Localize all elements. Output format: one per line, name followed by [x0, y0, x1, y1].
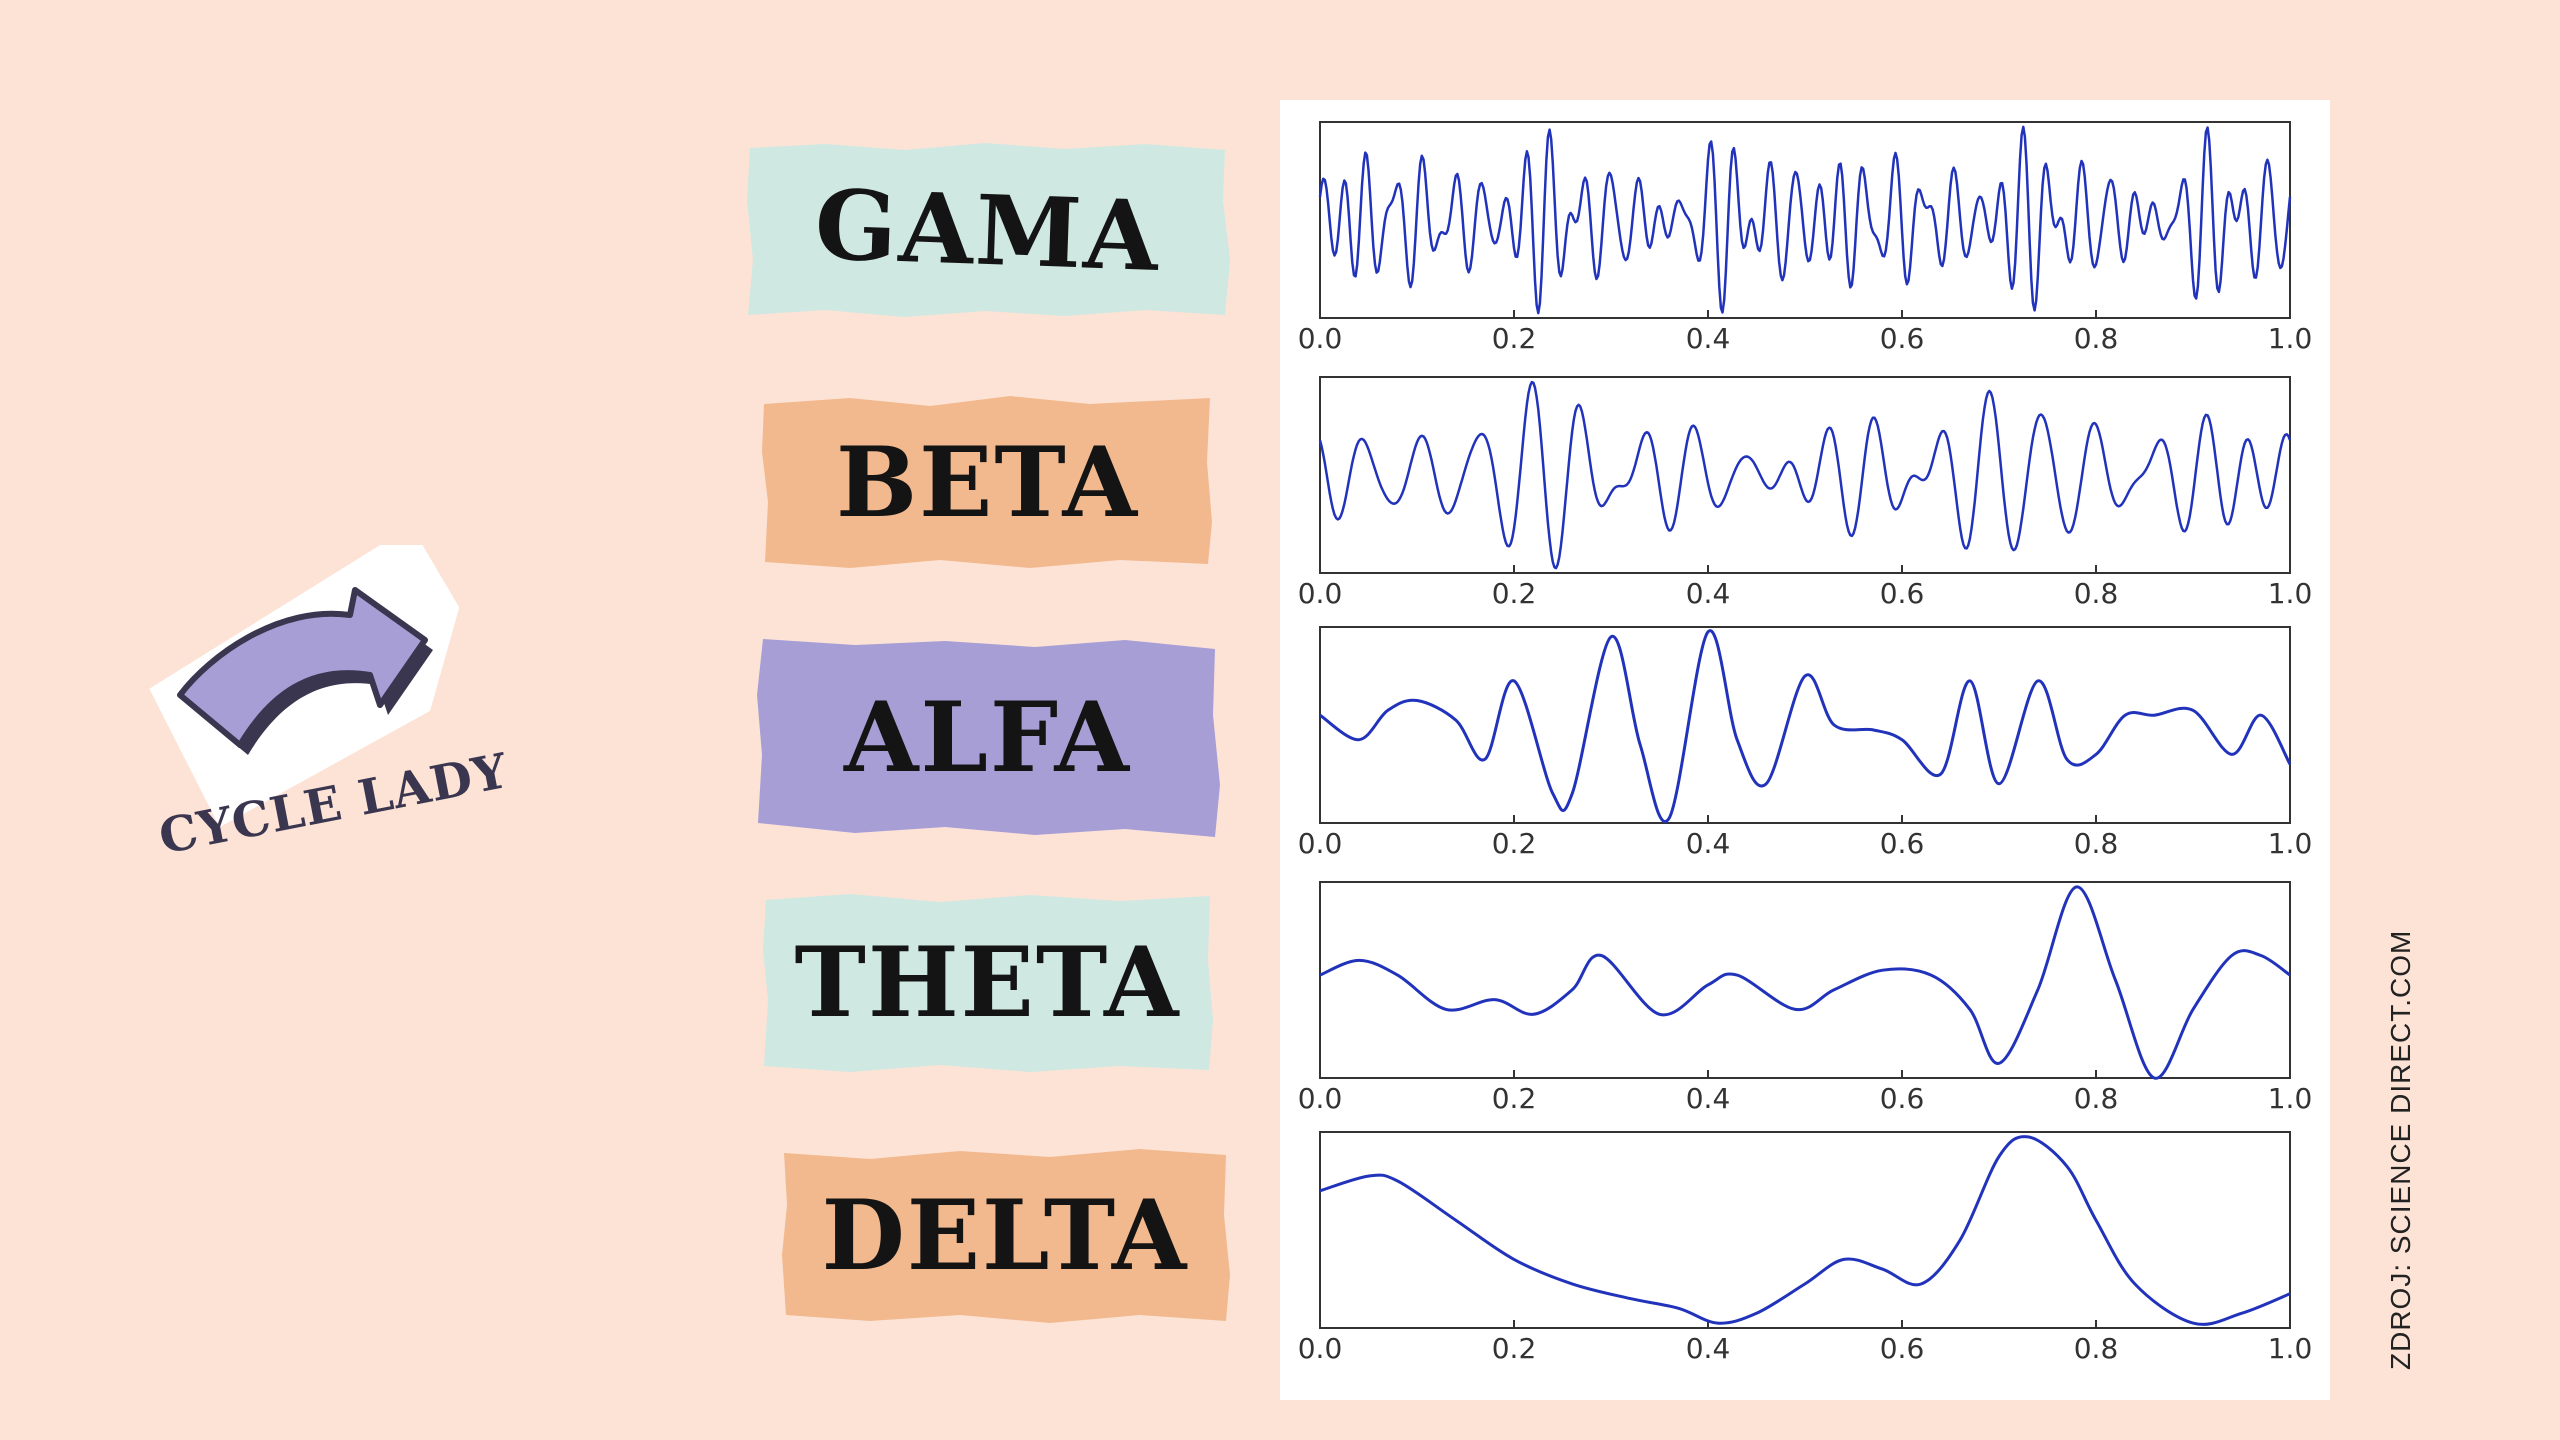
- label-beta: BETA: [760, 392, 1215, 572]
- x-tick-label: 0.2: [1492, 827, 1537, 860]
- plot-frame: [1319, 121, 2291, 319]
- x-tick-label: 0.4: [1686, 827, 1731, 860]
- wave-line: [1319, 885, 2291, 1080]
- x-tick-label: 0.6: [1880, 577, 1925, 610]
- label-gama: GAMA: [745, 140, 1230, 320]
- x-tick-label: 0.2: [1492, 322, 1537, 355]
- torn-paper-mint: [763, 894, 1213, 1072]
- plot-frame: [1319, 626, 2291, 824]
- x-tick-label: 0.6: [1880, 827, 1925, 860]
- label-alfa: ALFA: [755, 635, 1220, 840]
- wave-line: [1318, 380, 2292, 570]
- plot-frame: [1319, 1131, 2291, 1329]
- x-tick-label: 0.8: [2074, 1332, 2119, 1365]
- delta-label: DELTA: [821, 1178, 1189, 1292]
- beta-wave-chart: 0.0 0.2 0.4 0.6 0.8 1.0: [1298, 376, 2313, 610]
- delta-wave-chart: 0.0 0.2 0.4 0.6 0.8 1.0: [1298, 1131, 2313, 1365]
- x-tick-label: 1.0: [2268, 1082, 2313, 1115]
- x-tick-label: 0.6: [1880, 1332, 1925, 1365]
- x-tick-label: 0.8: [2074, 1082, 2119, 1115]
- x-tick-label: 0.4: [1686, 322, 1731, 355]
- alfa-label: ALFA: [844, 681, 1131, 794]
- x-tick-label: 0.4: [1686, 1332, 1731, 1365]
- x-tick-label: 0.4: [1686, 577, 1731, 610]
- x-tick-label: 0.8: [2074, 827, 2119, 860]
- x-tick-label: 0.2: [1492, 1332, 1537, 1365]
- beta-label: BETA: [836, 425, 1139, 539]
- x-tick-label: 0.0: [1298, 322, 1343, 355]
- plot-frame: [1319, 881, 2291, 1079]
- wave-line: [1318, 125, 2292, 315]
- plot-frame: [1319, 376, 2291, 574]
- gama-label: GAMA: [813, 167, 1162, 293]
- x-tick-label: 1.0: [2268, 827, 2313, 860]
- x-tick-label: 0.6: [1880, 322, 1925, 355]
- label-theta: THETA: [760, 890, 1215, 1075]
- torn-paper-peach: [782, 1149, 1230, 1323]
- source-credit: ZDROJ: SCIENCE DIRECT.COM: [2385, 929, 2416, 1370]
- x-tick-label: 0.0: [1298, 827, 1343, 860]
- x-tick-label: 0.6: [1880, 1082, 1925, 1115]
- x-tick-label: 0.2: [1492, 1082, 1537, 1115]
- gama-wave-chart: 0.0 0.2 0.4 0.6 0.8 1.0: [1298, 121, 2313, 355]
- theta-label: THETA: [794, 926, 1181, 1039]
- x-tick-label: 1.0: [2268, 577, 2313, 610]
- alfa-wave-chart: 0.0 0.2 0.4 0.6 0.8 1.0: [1298, 626, 2313, 860]
- x-tick-label: 0.0: [1298, 1082, 1343, 1115]
- x-tick-label: 0.0: [1298, 1332, 1343, 1365]
- x-tick-label: 0.2: [1492, 577, 1537, 610]
- curved-arrow-icon: [149, 545, 460, 828]
- label-delta: DELTA: [780, 1145, 1230, 1325]
- torn-paper-peach: [762, 396, 1212, 568]
- wave-line: [1319, 1135, 2291, 1326]
- x-tick-label: 1.0: [2268, 1332, 2313, 1365]
- x-tick-label: 0.8: [2074, 577, 2119, 610]
- x-tick-label: 1.0: [2268, 322, 2313, 355]
- chart-sheet: 0.0 0.2 0.4 0.6 0.8 1.0 0.0 0.2 0.4 0.6 0.8 1.0 0.…: [1280, 100, 2330, 1400]
- torn-paper-mint: [747, 143, 1230, 317]
- x-tick-label: 0.8: [2074, 322, 2119, 355]
- theta-wave-chart: 0.0 0.2 0.4 0.6 0.8 1.0: [1298, 881, 2313, 1115]
- x-tick-label: 0.4: [1686, 1082, 1731, 1115]
- wave-line: [1319, 629, 2292, 823]
- x-tick-label: 0.0: [1298, 577, 1343, 610]
- torn-paper-lavender: [757, 639, 1220, 837]
